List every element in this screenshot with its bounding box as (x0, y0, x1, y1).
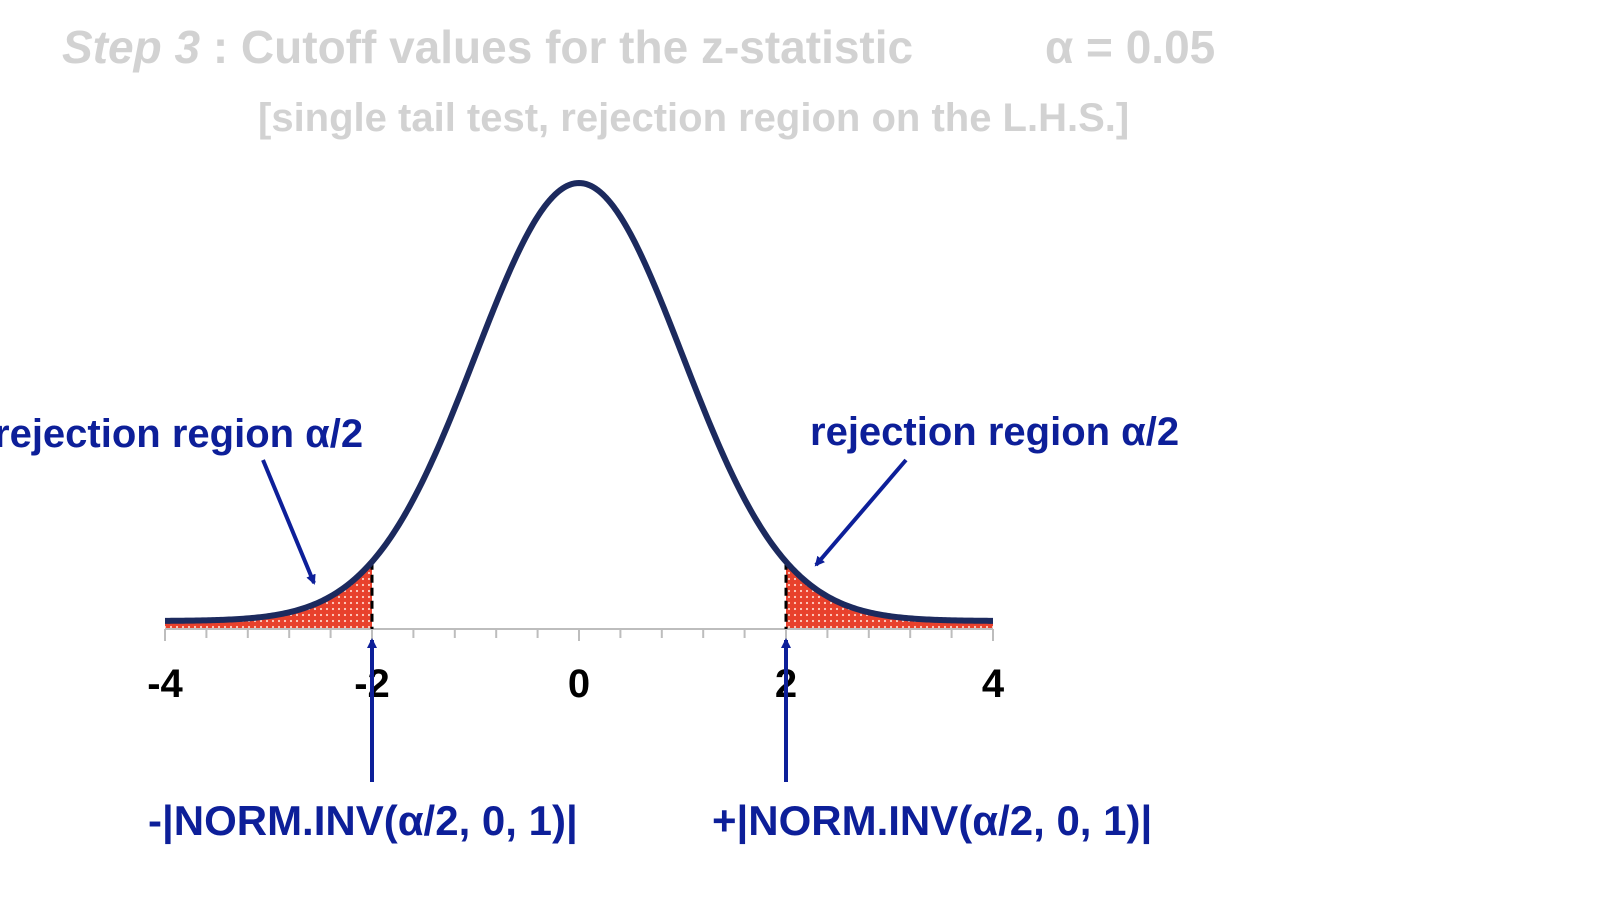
x-axis-ticks (164, 629, 994, 641)
slide-title: Step 3 : Cutoff values for the z-statist… (62, 21, 913, 73)
left-region-label: rejection region α/2 (0, 412, 363, 456)
title-alpha: α = 0.05 (1045, 21, 1215, 73)
normal-curve (164, 180, 994, 624)
left-cutoff-label: -|NORM.INV(α/2, 0, 1)| (148, 797, 578, 845)
tick-label: -4 (147, 662, 183, 706)
right-region-label: rejection region α/2 (810, 410, 1179, 454)
right-region-arrow (814, 458, 908, 567)
title-rest: : Cutoff values for the z-statistic (200, 21, 913, 73)
right-rejection-region (786, 561, 993, 629)
left-region-arrow (261, 459, 316, 585)
title-step: Step 3 (62, 21, 200, 73)
right-cutoff-label: +|NORM.INV(α/2, 0, 1)| (712, 797, 1152, 845)
tick-label: 0 (568, 662, 590, 706)
left-rejection-region (165, 561, 372, 629)
tick-label: 4 (982, 662, 1005, 706)
slide-subtitle: [single tail test, rejection region on t… (258, 96, 1129, 140)
